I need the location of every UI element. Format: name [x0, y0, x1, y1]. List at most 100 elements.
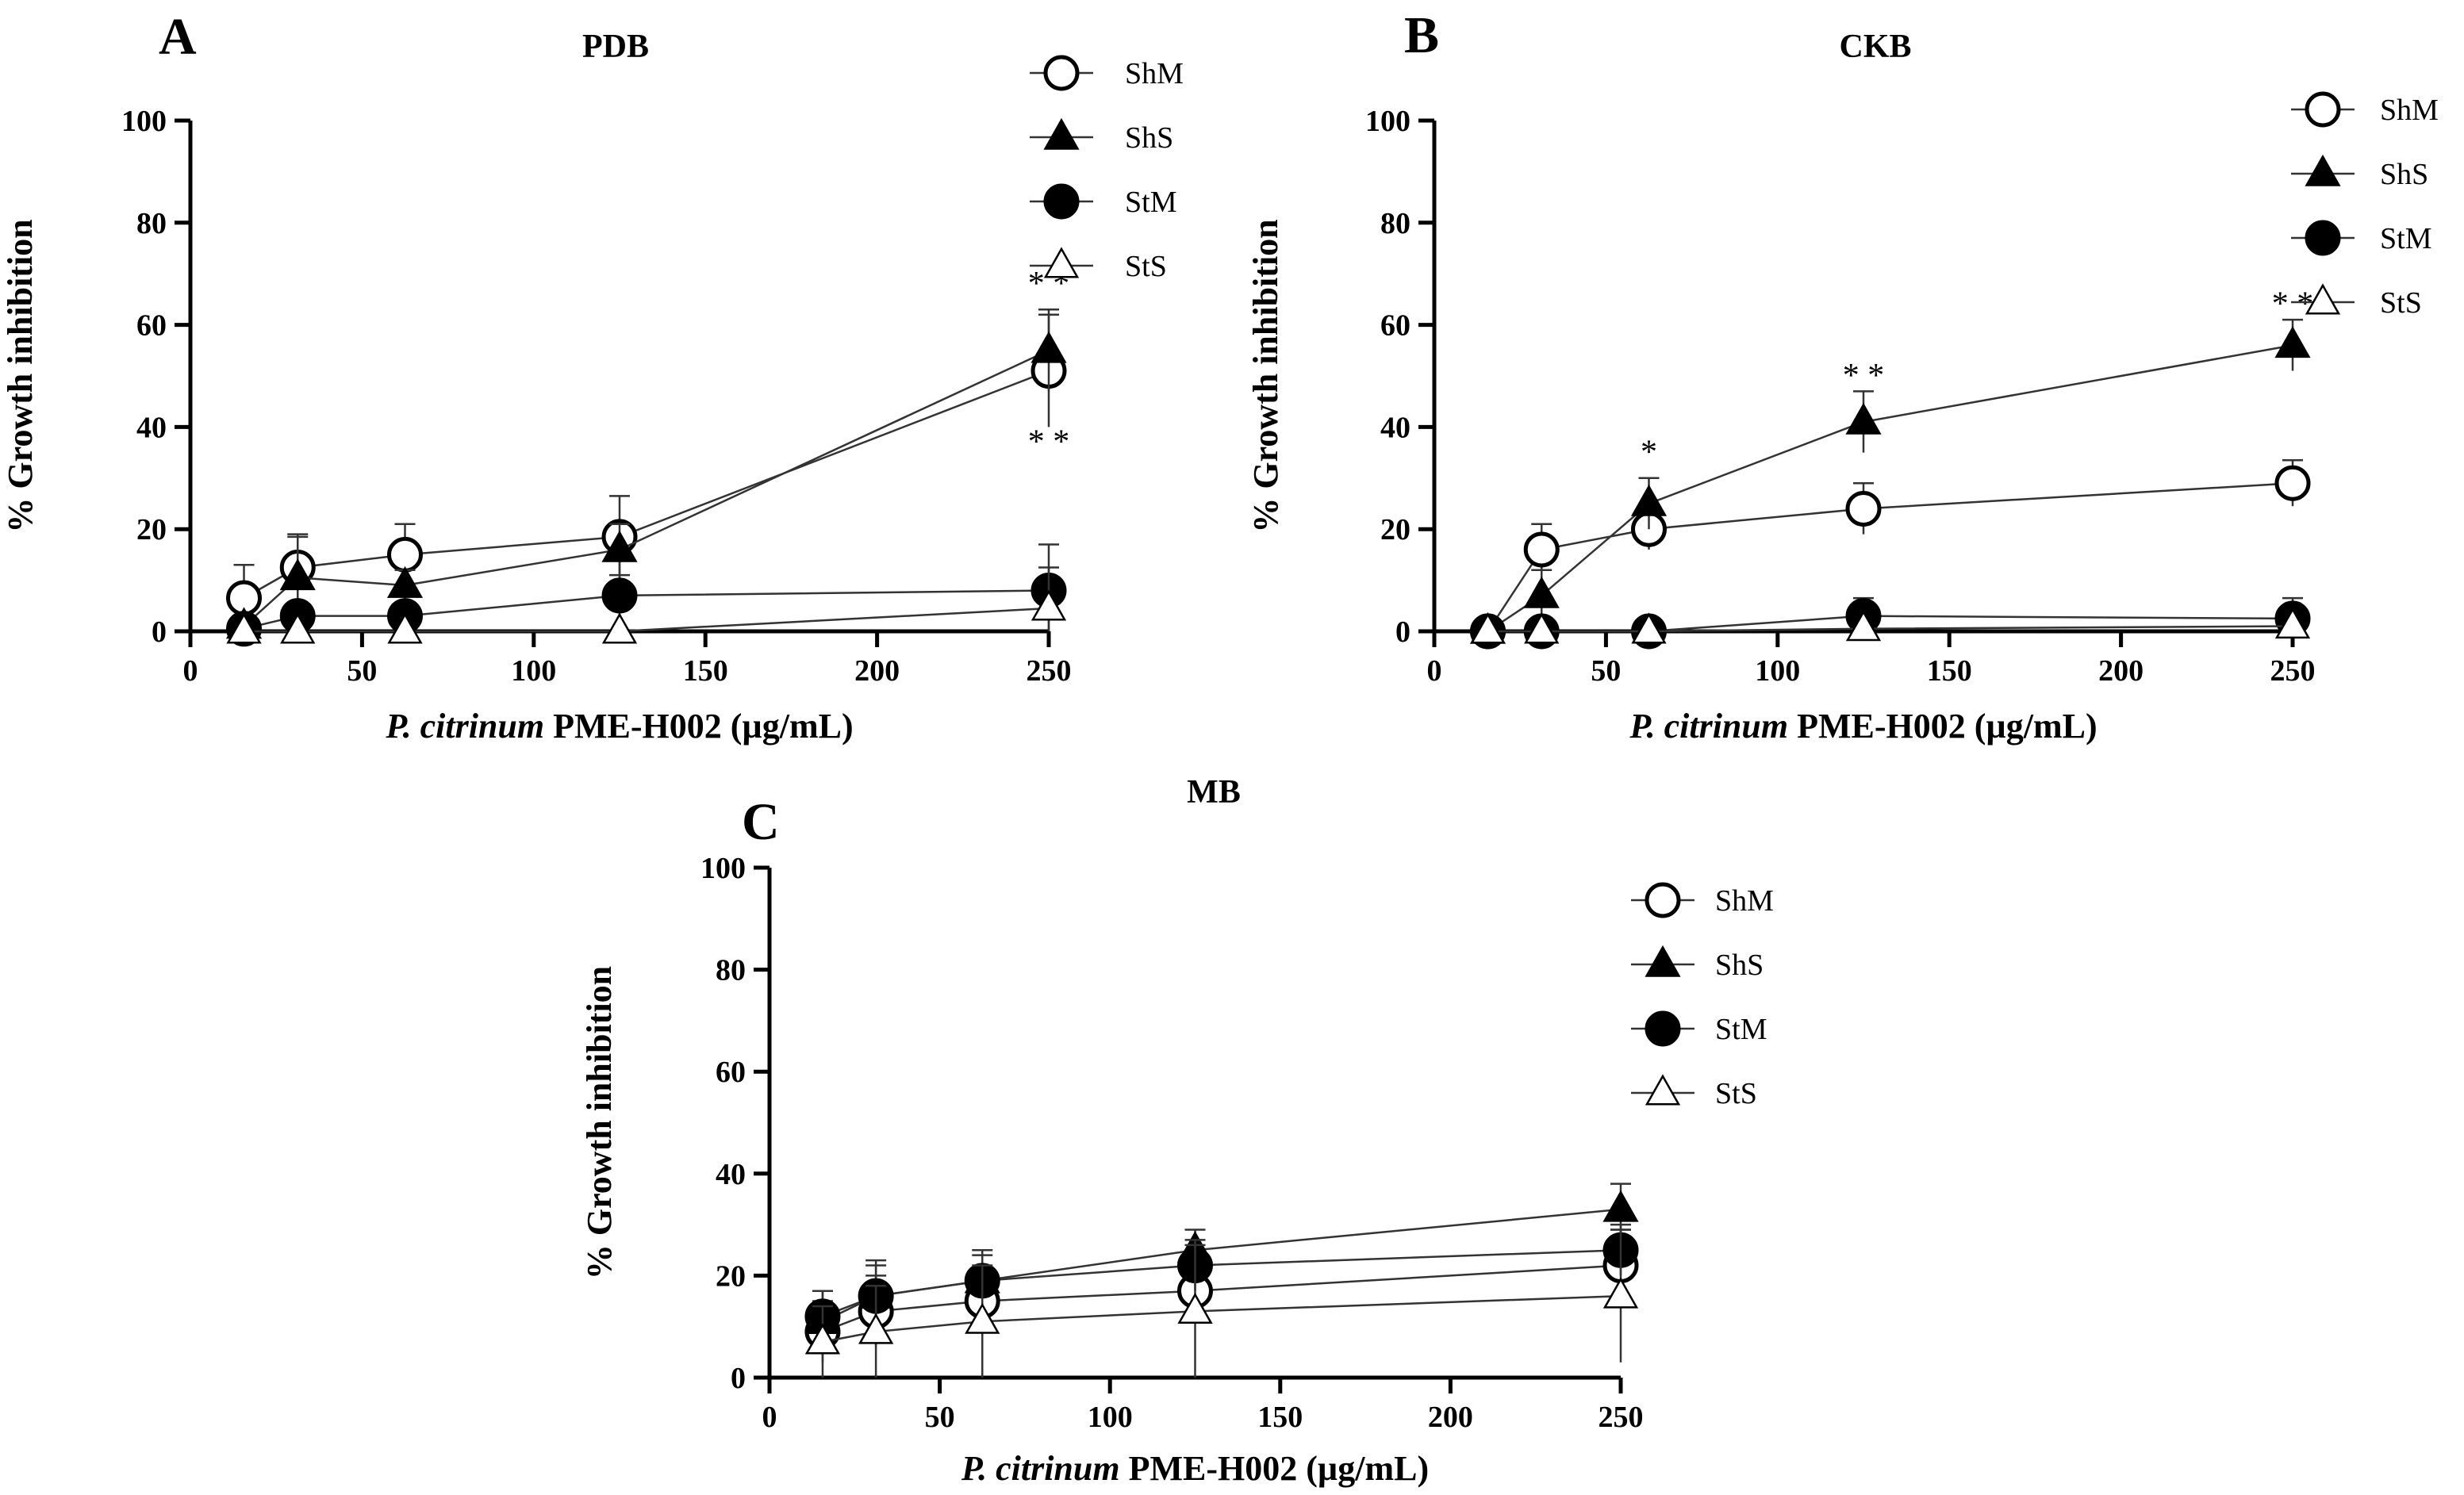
legend-marker	[1645, 945, 1681, 977]
series-line	[243, 370, 1050, 600]
x-tick-label: 150	[683, 654, 728, 688]
legend-marker	[1043, 55, 1080, 91]
x-axis-title-italic: P. citrinum	[1629, 707, 1788, 746]
legend-marker	[1043, 247, 1080, 278]
data-point	[1845, 402, 1882, 435]
data-point	[601, 530, 638, 562]
significance-annotation: *	[1641, 434, 1657, 470]
legend-label: ShM	[1715, 884, 1774, 918]
y-tick-label: 20	[716, 1259, 746, 1293]
y-tick-label: 100	[700, 852, 746, 885]
data-point	[804, 1323, 841, 1355]
data-point	[1031, 589, 1067, 621]
x-axis-title-rest: PME-H002 (µg/mL)	[1120, 1449, 1430, 1488]
series-sts	[804, 1229, 1639, 1378]
y-tick-label: 100	[1365, 105, 1410, 138]
legend-label: ShM	[1125, 57, 1184, 90]
series-sts	[226, 566, 1067, 644]
legend-label: StS	[1125, 250, 1167, 283]
x-tick-label: 150	[1257, 1401, 1303, 1434]
data-point	[1845, 490, 1882, 527]
y-tick-label: 80	[136, 207, 167, 240]
data-point	[1631, 612, 1667, 644]
y-tick-label: 60	[716, 1056, 746, 1089]
chart-panel-c: C MB 0 50 100 150 200 250 0 20 40 60 80 100 P. citrinu…	[580, 774, 1774, 1488]
y-tick-label: 40	[1380, 411, 1410, 444]
data-point	[2274, 326, 2311, 358]
y-tick-label: 60	[136, 309, 167, 343]
legend: ShM ShS StM StS	[1631, 882, 1774, 1110]
x-tick-label: 0	[1427, 654, 1442, 688]
y-tick-label: 80	[716, 954, 746, 987]
legend-marker	[1043, 183, 1080, 220]
data-point	[2274, 465, 2311, 501]
series-line	[822, 1264, 1622, 1333]
x-axis-title-rest: PME-H002 (µg/mL)	[1788, 707, 2097, 746]
x-tick-label: 50	[925, 1401, 955, 1434]
chart-panel-b: B CKB 0 50 100 150 200 250 0 20 40 60 80 100 P. citrin…	[1246, 6, 2439, 746]
series-line	[244, 589, 1050, 630]
x-axis-title: P. citrinum PME-H002 (µg/mL)	[961, 1449, 1429, 1488]
data-point	[1602, 1277, 1639, 1309]
y-tick-label: 100	[121, 105, 167, 138]
series-shm	[226, 313, 1067, 631]
panel-letter: B	[1404, 6, 1439, 64]
y-tick-label: 0	[731, 1362, 746, 1395]
data-point	[965, 1302, 1000, 1334]
y-tick-label: 60	[1380, 309, 1410, 343]
chart-panel-a: A PDB 0 50 100 150 200 250 0 20 40 60 80 100 P. citrin…	[1, 8, 1184, 746]
x-tick-label: 250	[1599, 1401, 1644, 1434]
x-axis-title: P. citrinum PME-H002 (µg/mL)	[1629, 707, 2097, 746]
data-point	[1602, 1190, 1639, 1222]
x-tick-label: 150	[1927, 654, 1972, 688]
x-tick-label: 200	[2098, 654, 2144, 688]
legend-marker	[2305, 91, 2341, 128]
series-stm	[804, 1223, 1639, 1342]
x-tick-label: 250	[2270, 654, 2316, 688]
series-shs	[225, 309, 1067, 639]
x-tick-label: 50	[1591, 654, 1621, 688]
chart-title: CKB	[1839, 29, 1911, 65]
series-shm	[1470, 459, 2311, 650]
data-point	[1523, 576, 1560, 608]
series-line	[1487, 481, 2293, 632]
y-axis-title: % Growth inhibition	[1, 219, 40, 532]
legend-marker	[1043, 117, 1080, 150]
legend-marker	[1645, 1074, 1681, 1106]
data-point	[1177, 1292, 1213, 1324]
y-tick-label: 80	[1380, 207, 1410, 240]
data-point	[279, 558, 316, 591]
data-point	[1630, 484, 1668, 516]
x-tick-label: 50	[347, 654, 377, 688]
x-tick-label: 0	[183, 654, 198, 688]
legend-marker	[1645, 1010, 1681, 1047]
significance-annotation: * *	[2272, 286, 2314, 323]
legend-label: ShS	[2380, 158, 2428, 191]
series-stm	[1470, 596, 2311, 650]
data-point	[387, 536, 423, 573]
panel-letter: C	[742, 793, 780, 851]
data-point	[1524, 612, 1560, 644]
x-axis-title-rest: PME-H002 (µg/mL)	[544, 707, 854, 746]
x-tick-label: 200	[854, 654, 900, 688]
legend-marker	[2305, 154, 2341, 186]
legend-label: StS	[2380, 286, 2422, 320]
legend-label: StM	[2380, 222, 2431, 255]
x-axis-title: P. citrinum PME-H002 (µg/mL)	[385, 707, 853, 746]
chart-title: MB	[1187, 774, 1241, 811]
data-point	[2274, 607, 2311, 639]
x-tick-label: 100	[511, 654, 556, 688]
y-tick-label: 40	[136, 411, 167, 444]
series-line	[243, 349, 1050, 627]
legend: ShM ShS StM StS	[1030, 55, 1184, 283]
data-point	[1845, 610, 1882, 642]
legend-label: StM	[1125, 186, 1176, 219]
legend-label: ShS	[1125, 121, 1173, 155]
series-sts	[1470, 607, 2311, 644]
chart-title: PDB	[582, 29, 649, 65]
data-point	[280, 612, 316, 644]
legend: ShM ShS StM StS	[2291, 91, 2439, 320]
significance-annotation: * *	[1028, 424, 1070, 461]
data-point	[1031, 331, 1067, 363]
